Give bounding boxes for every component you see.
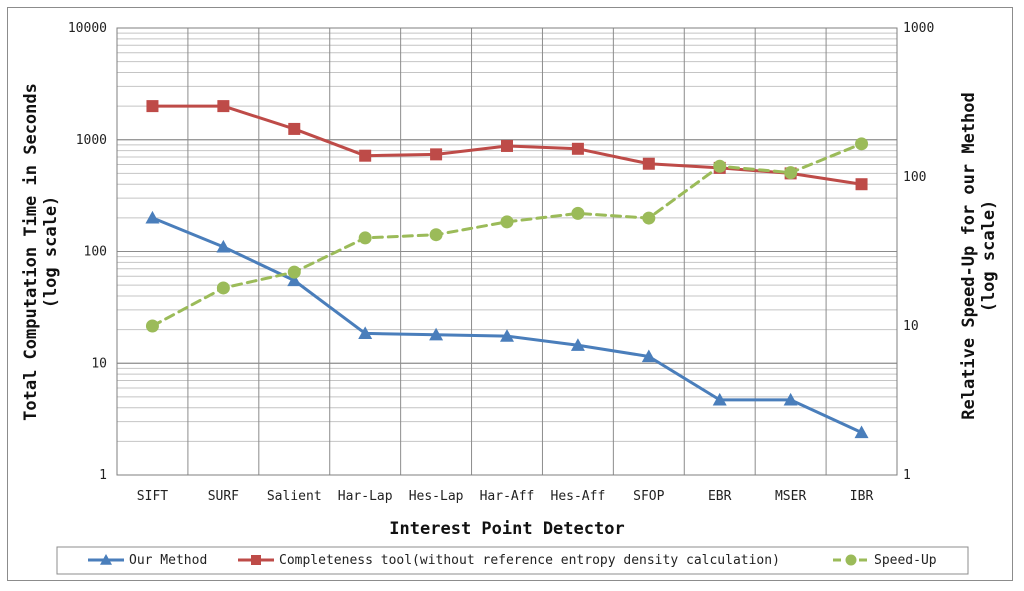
x-axis-title: Interest Point Detector — [389, 519, 624, 539]
left-axis-title: Total Computation Time in Seconds (log s… — [21, 83, 61, 421]
right-tick-label: 1 — [903, 468, 911, 483]
speed-up-point — [287, 265, 301, 279]
completeness-tool-point — [501, 139, 513, 152]
right-tick-label: 1000 — [903, 21, 934, 36]
speed-up-point — [145, 319, 159, 333]
completeness-tool-point — [288, 122, 301, 135]
completeness-tool-point — [855, 178, 868, 191]
completeness-tool-point — [359, 149, 372, 162]
x-tick-label: Hes-Aff — [551, 489, 606, 504]
x-tick-label: EBR — [708, 489, 732, 504]
our-method-point — [783, 392, 798, 406]
legend-item-our-method: Our Method — [88, 553, 207, 568]
speed-up-point — [216, 281, 230, 295]
completeness-tool-point — [571, 142, 584, 155]
left-tick-label: 1 — [99, 468, 107, 483]
our-method-point — [712, 392, 727, 406]
plot-area — [116, 27, 898, 476]
x-axis-ticks: SIFT SURF Salient Har-Lap Hes-Lap Har-Aff Hes-… — [137, 489, 874, 504]
x-tick-label: Har-Lap — [338, 489, 393, 504]
legend-swatch-marker — [100, 554, 112, 565]
speed-up-point — [642, 211, 656, 225]
speed-up-point — [500, 215, 514, 229]
speed-up-point — [784, 166, 798, 180]
x-tick-label: Salient — [267, 489, 322, 504]
speed-up-series — [145, 137, 869, 333]
legend-label: Our Method — [129, 553, 207, 568]
x-tick-label: IBR — [850, 489, 874, 504]
our-method-point — [145, 210, 160, 224]
speed-up-point — [855, 137, 869, 151]
legend-box — [56, 546, 969, 575]
completeness-tool-point — [146, 100, 159, 113]
left-tick-label: 10000 — [68, 21, 107, 36]
legend-label: Completeness tool(without reference entr… — [279, 553, 780, 568]
legend: Our Method Completeness tool(without refe… — [56, 546, 969, 575]
our-method-point — [216, 239, 231, 253]
left-tick-label: 1000 — [76, 133, 107, 148]
right-axis-title-line-2: (log scale) — [979, 200, 999, 313]
legend-item-speed-up: Speed-Up — [833, 553, 937, 568]
completeness-tool-point — [430, 148, 443, 161]
left-tick-label: 100 — [84, 245, 107, 260]
right-axis-title-line-1: Relative Speed-Up for our Method — [959, 92, 979, 420]
our-method-series — [145, 210, 869, 439]
completeness-tool-point — [217, 100, 230, 113]
speed-up-point — [571, 206, 585, 220]
right-axis-title: Relative Speed-Up for our Method (log sc… — [959, 92, 999, 420]
speed-up-point — [713, 159, 727, 173]
speed-up-point — [358, 231, 372, 245]
x-tick-label: SURF — [208, 489, 239, 504]
legend-swatch-marker — [845, 554, 857, 566]
right-axis-ticks: 1 10 100 1000 — [903, 21, 934, 483]
our-method-point — [570, 338, 585, 351]
right-tick-label: 10 — [903, 319, 919, 334]
our-method-point — [358, 326, 373, 339]
our-method-point — [287, 273, 302, 287]
legend-label: Speed-Up — [874, 553, 937, 568]
x-tick-label: SFOP — [633, 489, 664, 504]
our-method-point — [500, 329, 514, 342]
completeness-tool-point — [642, 157, 655, 170]
speed-up-point — [429, 228, 443, 242]
chart-frame — [7, 7, 1013, 581]
our-method-point — [429, 327, 444, 341]
right-tick-label: 100 — [903, 170, 926, 185]
our-method-point — [641, 349, 656, 363]
left-axis-ticks: 1 10 100 1000 10000 — [68, 21, 107, 483]
x-tick-label: Har-Aff — [480, 489, 535, 504]
x-tick-label: MSER — [775, 489, 806, 504]
left-axis-title-line-1: Total Computation Time in Seconds — [21, 83, 41, 421]
our-method-point — [854, 425, 869, 439]
x-tick-label: Hes-Lap — [409, 489, 464, 504]
legend-item-completeness-tool: Completeness tool(without reference entr… — [238, 553, 780, 568]
legend-swatch-marker — [251, 555, 261, 565]
series-layer — [145, 100, 869, 439]
left-axis-title-line-2: (log scale) — [41, 196, 61, 309]
left-tick-label: 10 — [91, 356, 107, 371]
x-tick-label: SIFT — [137, 489, 168, 504]
